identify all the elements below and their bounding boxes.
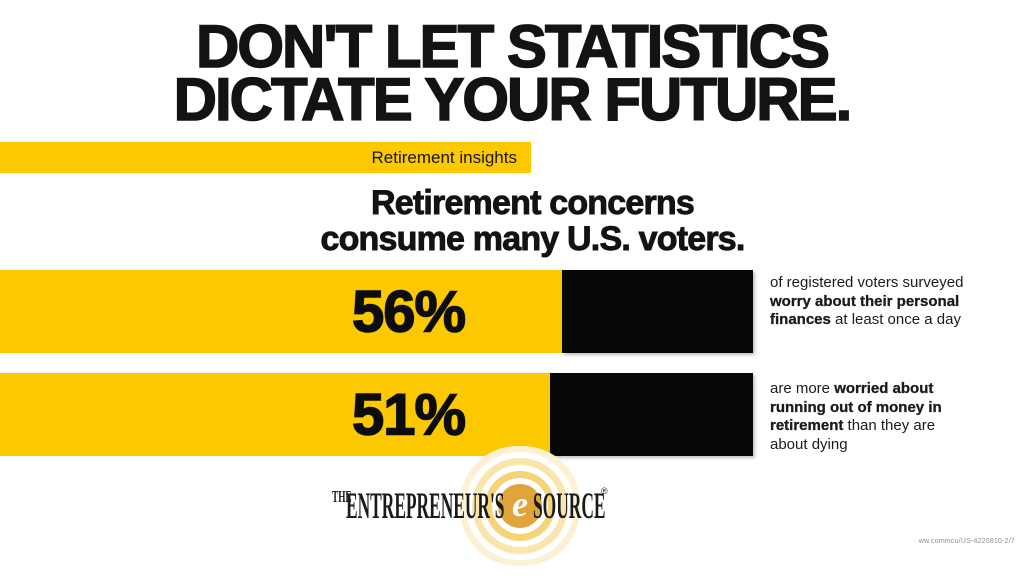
- stat-desc-56: of registered voters surveyed worry abou…: [770, 274, 976, 330]
- bar-black-56: [562, 270, 753, 353]
- tag-bar: Retirement insights: [0, 142, 531, 173]
- bar-yellow-56: [0, 270, 562, 353]
- subheading-line1: Retirement concerns: [370, 184, 696, 222]
- stat-value-56: 56%: [351, 278, 467, 345]
- bullseye-target-icon: e: [498, 484, 542, 528]
- stat-row-51: 51% are more worried about running out o…: [0, 373, 1024, 456]
- logo-word-source: SOURCE: [533, 486, 606, 527]
- headline: DON'T LET STATISTICS DICTATE YOUR FUTURE…: [0, 13, 1024, 133]
- stat-row-56: 56% of registered voters surveyed worry …: [0, 270, 1024, 353]
- logo-the: THE: [332, 488, 352, 507]
- bar-yellow-51: [0, 373, 550, 456]
- logo-word-entrepreneurs: ENTREPRENEUR'S: [346, 486, 505, 527]
- tag-bar-label: Retirement insights: [371, 147, 517, 167]
- stat-desc-56-bold: worry about their personal finances: [770, 292, 960, 329]
- stat-desc-51-pre: are more: [770, 380, 835, 397]
- compliance-code: ww.commcu/US-4220810-2/7: [918, 538, 1015, 545]
- bar-black-51: [550, 373, 753, 456]
- logo-e-letter: e: [512, 484, 528, 524]
- entrepreneurs-source-logo: e THE ENTREPRENEUR'S SOURCE ®: [330, 458, 630, 570]
- stat-desc-56-post: at least once a day: [830, 311, 961, 329]
- stat-desc-51-bold: worried about running out of money in re…: [770, 380, 942, 435]
- logo-text: THE ENTREPRENEUR'S SOURCE ®: [330, 458, 630, 570]
- stat-desc-51-post: than they are about dying: [770, 417, 936, 453]
- stat-desc-51: are more worried about running out of mo…: [770, 380, 976, 454]
- headline-line1: DON'T LET STATISTICS: [195, 13, 831, 80]
- registered-trademark-icon: ®: [601, 486, 608, 496]
- stat-desc-56-pre: of registered voters surveyed: [770, 274, 964, 291]
- stat-value-51: 51%: [351, 381, 467, 448]
- subheading-line2: consume many U.S. voters.: [320, 220, 746, 258]
- headline-line2: DICTATE YOUR FUTURE.: [173, 66, 853, 133]
- subheading: Retirement concerns consume many U.S. vo…: [40, 184, 1024, 258]
